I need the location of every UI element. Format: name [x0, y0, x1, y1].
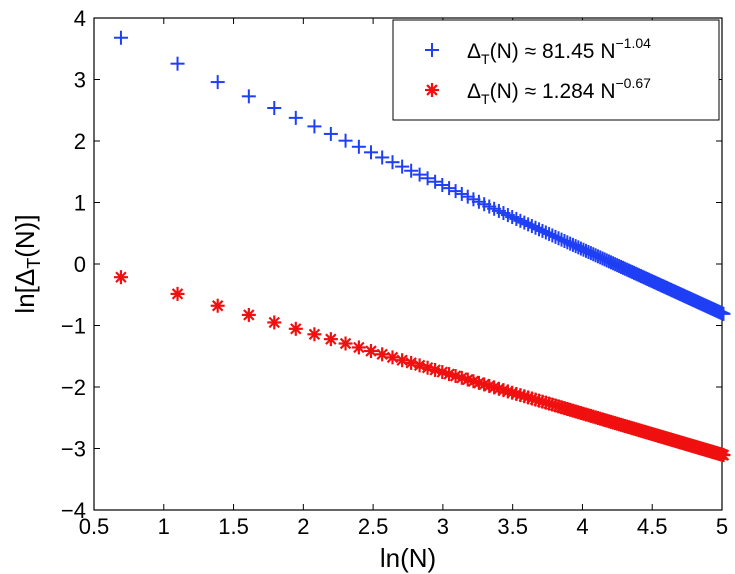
data-point — [448, 184, 463, 199]
data-point — [323, 126, 338, 141]
data-point — [307, 119, 322, 134]
data-point — [395, 159, 410, 174]
data-point — [554, 232, 569, 247]
x-axis-ticks: 0.5 1 1.5 2 2.5 3 3.5 4 4.5 5 — [79, 18, 728, 539]
data-point — [385, 155, 400, 170]
data-point — [307, 327, 322, 342]
y-tick-label: −1 — [61, 314, 86, 339]
y-tick-label: −2 — [61, 375, 86, 400]
data-point — [412, 167, 427, 182]
data-point — [528, 220, 543, 235]
legend: ΔT(N) ≈ 81.45 N−1.04 ΔT(N) ≈ 1.284 N−0.6… — [392, 19, 720, 121]
legend-entry-blue: ΔT(N) ≈ 81.45 N−1.04 — [467, 35, 651, 67]
y-tick-label: 2 — [74, 129, 86, 154]
data-point — [375, 150, 390, 165]
data-point — [716, 306, 731, 321]
data-point — [210, 298, 225, 313]
data-point — [241, 307, 256, 322]
data-point — [288, 110, 303, 125]
data-point — [267, 315, 282, 330]
legend-marker-symbol — [425, 83, 439, 97]
legend-blue-sup: −1.04 — [616, 35, 652, 51]
data-point — [442, 181, 457, 196]
series-layer — [113, 30, 731, 463]
data-point — [338, 133, 353, 148]
y-tick-label: 3 — [74, 68, 86, 93]
legend-marker-symbol — [425, 43, 439, 57]
data-point — [364, 344, 379, 359]
data-point — [551, 231, 566, 246]
data-point — [364, 145, 379, 160]
x-axis-title: ln(N) — [380, 543, 436, 573]
data-point — [716, 448, 731, 463]
legend-blue-prefix: Δ — [467, 40, 481, 63]
y-tick-label: 4 — [74, 6, 86, 31]
x-tick-label: 1 — [158, 514, 170, 539]
legend-entry-red: ΔT(N) ≈ 1.284 N−0.67 — [467, 75, 651, 107]
y-axis-title-suffix: (N)] — [10, 214, 40, 257]
x-tick-label: 5 — [716, 514, 728, 539]
data-point — [323, 332, 338, 347]
data-point — [535, 223, 550, 238]
y-tick-label: −4 — [61, 498, 86, 523]
data-point — [338, 336, 353, 351]
data-point — [395, 353, 410, 368]
data-point — [170, 56, 185, 71]
legend-blue-sub: T — [481, 51, 490, 67]
x-tick-label: 0.5 — [79, 514, 110, 539]
legend-red-prefix: Δ — [467, 80, 481, 103]
y-tick-label: −3 — [61, 437, 86, 462]
data-point — [557, 234, 572, 249]
data-point — [375, 347, 390, 362]
data-point — [538, 225, 553, 240]
x-tick-label: 3.5 — [497, 514, 528, 539]
x-tick-label: 2.5 — [358, 514, 389, 539]
data-point — [385, 350, 400, 365]
data-point — [351, 139, 366, 154]
data-point — [545, 228, 560, 243]
legend-blue-mid: (N) ≈ 81.45 N — [490, 40, 616, 63]
series-blue-plus — [113, 30, 731, 321]
data-point — [404, 163, 419, 178]
data-point — [210, 75, 225, 90]
data-point — [170, 286, 185, 301]
data-point — [267, 101, 282, 116]
data-point — [113, 30, 128, 45]
legend-marker-blue-plus — [425, 43, 439, 57]
data-point — [548, 229, 563, 244]
data-point — [532, 222, 547, 237]
data-point — [428, 174, 443, 189]
data-point — [113, 270, 128, 285]
legend-red-sup: −0.67 — [616, 75, 652, 91]
y-axis-ticks: −4 −3 −2 −1 0 1 2 3 4 — [61, 6, 722, 523]
data-point — [351, 340, 366, 355]
y-axis-title-sub: T — [24, 258, 44, 269]
y-tick-label: 1 — [74, 191, 86, 216]
data-point — [420, 171, 435, 186]
data-point — [524, 219, 539, 234]
data-point — [288, 321, 303, 336]
legend-box — [392, 19, 720, 121]
legend-red-sub: T — [481, 91, 490, 107]
x-tick-label: 4 — [576, 514, 588, 539]
series-red-star — [113, 270, 731, 463]
x-tick-label: 1.5 — [218, 514, 249, 539]
x-tick-label: 4.5 — [637, 514, 668, 539]
data-point — [241, 89, 256, 104]
y-tick-label: 0 — [74, 252, 86, 277]
legend-marker-red-star — [425, 83, 439, 97]
data-point — [460, 189, 475, 204]
y-axis-title: ln[ΔT(N)] — [10, 214, 44, 313]
data-point — [435, 178, 450, 193]
y-axis-title-prefix: ln[Δ — [10, 269, 40, 314]
x-tick-label: 2 — [297, 514, 309, 539]
data-point — [454, 186, 469, 201]
legend-red-mid: (N) ≈ 1.284 N — [490, 80, 616, 103]
x-tick-label: 3 — [437, 514, 449, 539]
data-point — [542, 226, 557, 241]
